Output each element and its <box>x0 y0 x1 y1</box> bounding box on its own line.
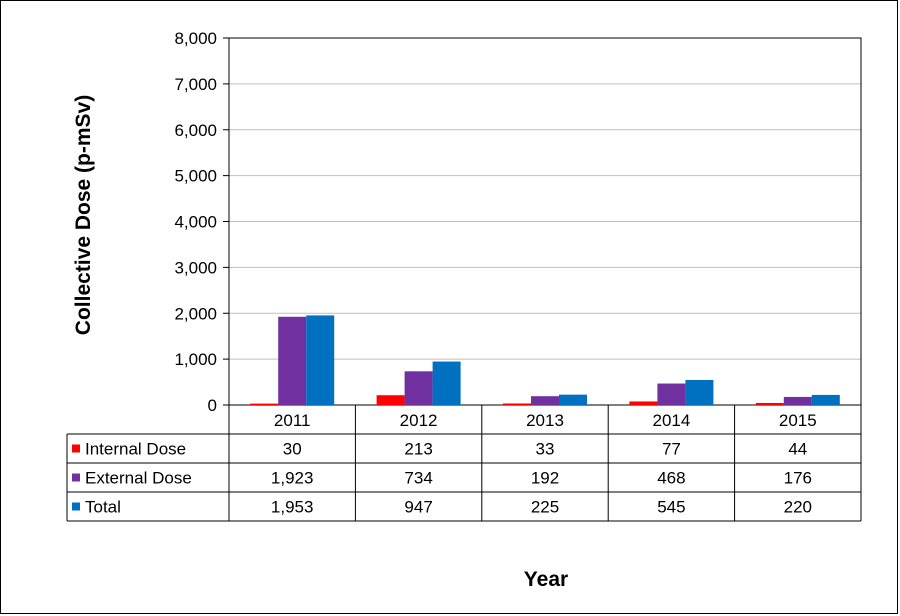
data-label: 176 <box>784 469 812 488</box>
bar <box>559 394 587 405</box>
data-label: 225 <box>531 498 559 517</box>
y-axis-title: Collective Dose (p-mSv) <box>72 95 95 335</box>
data-label: 220 <box>784 498 812 517</box>
data-label: 33 <box>536 440 555 459</box>
bar <box>783 396 812 405</box>
legend-key-external-dose <box>72 473 80 482</box>
legend-label: Total <box>85 498 121 517</box>
y-tick-label: 7,000 <box>174 75 217 94</box>
bar <box>404 371 433 405</box>
bar <box>811 394 840 405</box>
data-label: 192 <box>531 469 559 488</box>
x-axis-title: Year <box>524 568 568 591</box>
data-label: 44 <box>788 440 807 459</box>
x-tick-label: 2015 <box>779 411 817 430</box>
bar <box>278 316 307 405</box>
bar <box>685 379 714 405</box>
y-tick-label: 4,000 <box>174 213 217 232</box>
legend-key-internal-dose <box>72 444 80 453</box>
legend-key-total <box>72 502 80 511</box>
bar <box>432 361 461 405</box>
y-tick-label: 6,000 <box>174 121 217 140</box>
data-label: 1,923 <box>271 469 314 488</box>
legend-label: Internal Dose <box>85 440 186 459</box>
data-label: 545 <box>657 498 685 517</box>
bar <box>629 401 658 405</box>
y-tick-label: 0 <box>208 396 217 415</box>
data-label: 30 <box>283 440 302 459</box>
data-label: 468 <box>657 469 685 488</box>
y-tick-label: 1,000 <box>174 350 217 369</box>
data-label: 77 <box>662 440 681 459</box>
x-tick-label: 2014 <box>652 411 690 430</box>
x-tick-label: 2012 <box>400 411 438 430</box>
data-label: 734 <box>404 469 432 488</box>
bar <box>376 395 405 405</box>
bar <box>531 396 559 405</box>
y-tick-label: 2,000 <box>174 304 217 323</box>
legend-label: External Dose <box>85 469 192 488</box>
bar <box>657 383 686 405</box>
data-label: 1,953 <box>271 498 314 517</box>
bar <box>250 403 279 405</box>
y-tick-label: 3,000 <box>174 258 217 277</box>
data-label: 947 <box>404 498 432 517</box>
bar <box>306 315 335 405</box>
y-tick-label: 5,000 <box>174 167 217 186</box>
data-label: 213 <box>404 440 432 459</box>
bar <box>755 402 784 405</box>
y-tick-label: 8,000 <box>174 29 217 48</box>
x-tick-label: 2013 <box>526 411 564 430</box>
bar <box>503 403 531 405</box>
x-tick-label: 2011 <box>274 411 311 430</box>
